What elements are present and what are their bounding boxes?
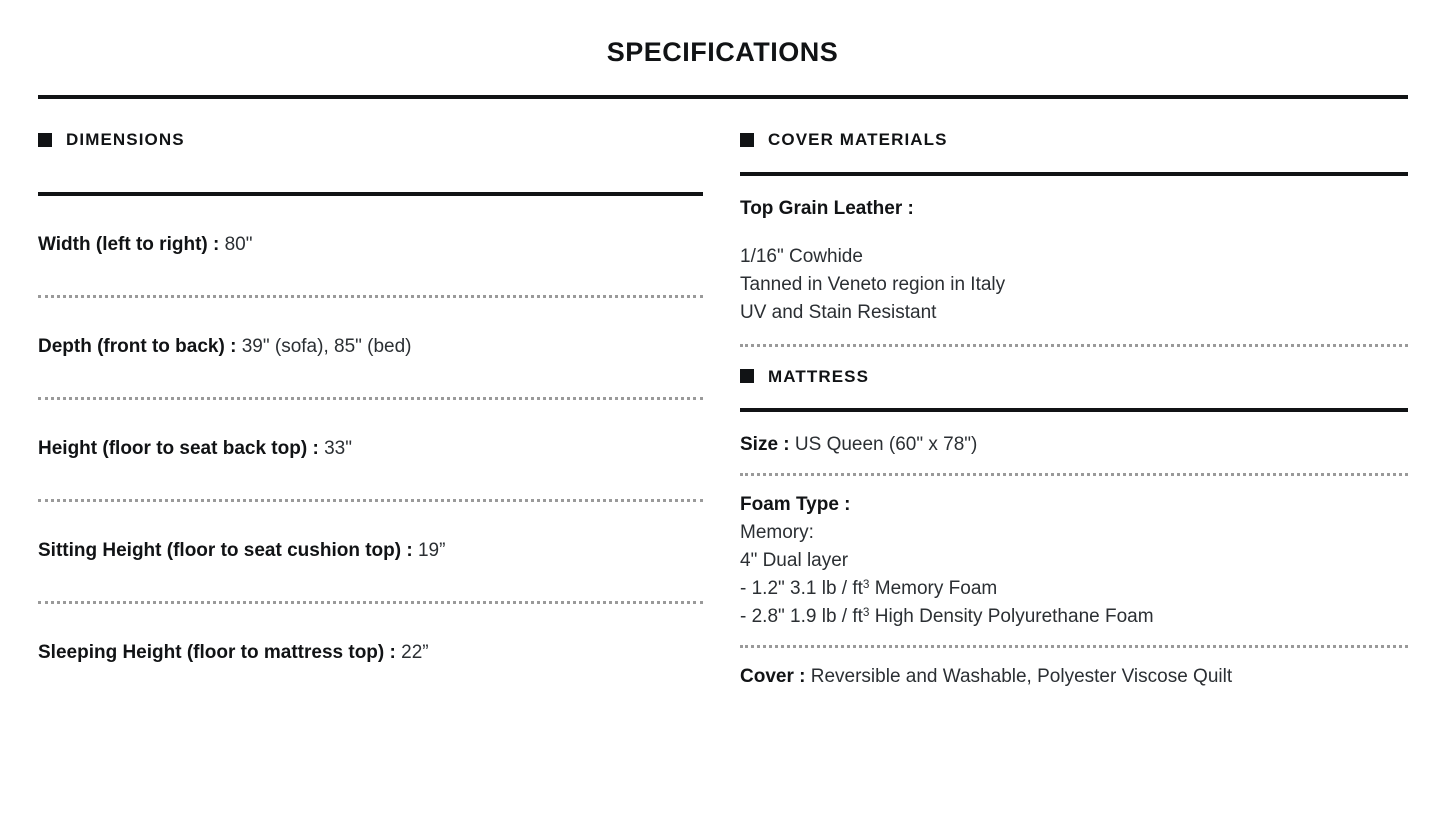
spec-label: Height (floor to seat back top) : xyxy=(38,437,319,459)
section-header-mattress: MATTRESS xyxy=(740,365,1408,387)
row-divider xyxy=(38,600,703,604)
cubic-exponent: 3 xyxy=(862,606,870,619)
foam-layer-spec: - 2.8" 1.9 lb / ft xyxy=(740,606,863,628)
spec-label: Depth (front to back) : xyxy=(38,335,237,357)
list-item: - 2.8" 1.9 lb / ft3 High Density Polyure… xyxy=(740,603,1408,631)
row-divider xyxy=(740,344,1408,348)
materials-column: COVER MATERIALS Top Grain Leather : 1/16… xyxy=(740,129,1408,691)
spec-value: 19” xyxy=(417,539,446,561)
list-item: UV and Stain Resistant xyxy=(740,301,937,323)
spec-value: 22” xyxy=(401,641,429,663)
section-title-cover-materials: COVER MATERIALS xyxy=(768,130,948,150)
section-header-cover-materials: COVER MATERIALS xyxy=(740,129,1408,151)
table-row: Sitting Height (floor to seat cushion to… xyxy=(38,502,703,565)
section-header-dimensions: DIMENSIONS xyxy=(38,129,703,151)
section-title-mattress: MATTRESS xyxy=(768,366,870,386)
spec-label: Top Grain Leather : xyxy=(740,197,914,219)
spec-value: Reversible and Washable, Polyester Visco… xyxy=(810,666,1233,688)
list-item: - 1.2" 3.1 lb / ft3 Memory Foam xyxy=(740,575,1408,603)
spec-label: Cover : xyxy=(740,666,806,688)
mattress-header-divider xyxy=(740,408,1408,413)
foam-layer-name: High Density Polyurethane Foam xyxy=(869,606,1154,628)
foam-type-details: Memory: 4" Dual layer - 1.2" 3.1 lb / ft… xyxy=(740,519,1408,631)
row-divider xyxy=(38,396,703,400)
page-title: SPECIFICATIONS xyxy=(606,37,839,67)
row-divider xyxy=(38,498,703,502)
dimensions-column: DIMENSIONS Width (left to right) : 80" D… xyxy=(38,129,703,691)
row-divider xyxy=(740,473,1408,477)
list-item: 1/16" Cowhide xyxy=(740,245,863,267)
spec-label: Foam Type : xyxy=(740,494,851,516)
table-row: Height (floor to seat back top) : 33" xyxy=(38,400,703,463)
spec-label: Width (left to right) : xyxy=(38,233,220,255)
foam-layer-spec: - 1.2" 3.1 lb / ft xyxy=(740,578,863,600)
row-divider xyxy=(38,294,703,298)
dimensions-header-divider xyxy=(38,191,703,196)
spec-value: 80" xyxy=(224,233,253,255)
specifications-columns: DIMENSIONS Width (left to right) : 80" D… xyxy=(0,129,1445,691)
foam-layer-name: Memory Foam xyxy=(869,578,998,600)
cover-materials-details: 1/16" Cowhide Tanned in Veneto region in… xyxy=(740,223,1408,327)
section-title-dimensions: DIMENSIONS xyxy=(66,130,185,150)
spec-value: US Queen (60" x 78") xyxy=(794,434,978,456)
cover-materials-header-divider xyxy=(740,171,1408,176)
square-bullet-icon xyxy=(740,369,754,384)
row-divider xyxy=(740,645,1408,649)
spec-label: Size : xyxy=(740,434,790,456)
table-row: Size : US Queen (60" x 78") xyxy=(740,412,1408,459)
spec-value: 33" xyxy=(324,437,352,459)
table-row: Cover : Reversible and Washable, Polyest… xyxy=(740,648,1408,691)
spec-label: Sleeping Height (floor to mattress top) … xyxy=(38,641,396,663)
column-gap xyxy=(703,129,740,691)
foam-type-heading: Foam Type : xyxy=(740,476,1408,519)
square-bullet-icon xyxy=(38,132,52,147)
square-bullet-icon xyxy=(740,132,754,147)
title-divider xyxy=(38,94,1408,99)
list-item: Memory: xyxy=(740,522,814,544)
spec-label: Sitting Height (floor to seat cushion to… xyxy=(38,539,413,561)
table-row: Sleeping Height (floor to mattress top) … xyxy=(38,604,703,667)
table-row: Depth (front to back) : 39" (sofa), 85" … xyxy=(38,298,703,361)
list-item: 4" Dual layer xyxy=(740,550,849,572)
spec-value: 39" (sofa), 85" (bed) xyxy=(241,335,412,357)
list-item: Tanned in Veneto region in Italy xyxy=(740,273,1006,295)
table-row: Width (left to right) : 80" xyxy=(38,196,703,259)
cover-materials-heading: Top Grain Leather : xyxy=(740,176,1408,223)
cubic-exponent: 3 xyxy=(862,578,870,592)
